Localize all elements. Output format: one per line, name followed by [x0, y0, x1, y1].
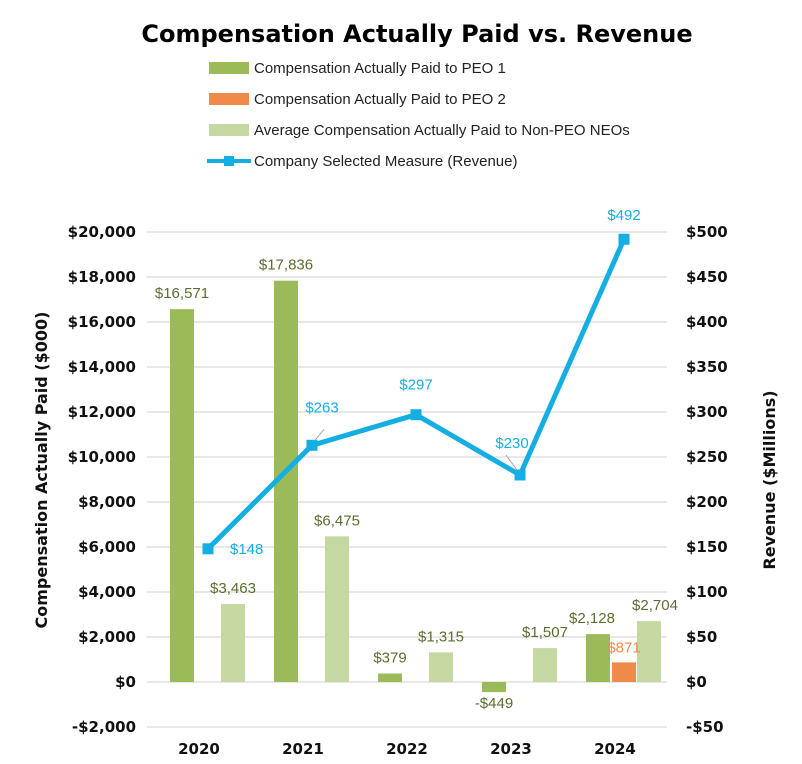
bar-peo1-2024 — [586, 634, 610, 682]
bar-nonpeo-2022 — [429, 652, 453, 682]
axes-layer: -$2,000 $0 $2,000 $4,000 $6,000 $8,000 $10,000… — [68, 223, 728, 758]
bar-peo1-2023 — [482, 682, 506, 693]
y2-tick-label: $300 — [686, 403, 728, 421]
y2-tick-label: $200 — [686, 493, 728, 511]
x-tick-label: 2020 — [178, 740, 220, 758]
bar-data-label: $2,704 — [632, 597, 678, 614]
legend-swatch-marker — [224, 156, 234, 166]
y-tick-label: $8,000 — [78, 493, 136, 511]
y2-tick-label: $100 — [686, 583, 728, 601]
y2-tick-label: $50 — [686, 628, 717, 646]
y-tick-label: $0 — [115, 673, 136, 691]
y2-tick-label: $250 — [686, 448, 728, 466]
revenue-data-label: $230 — [495, 435, 528, 452]
bars-layer — [170, 280, 661, 693]
bar-data-label: $2,128 — [569, 610, 615, 627]
legend-label: Company Selected Measure (Revenue) — [254, 153, 517, 170]
y-tick-label: $18,000 — [68, 268, 136, 286]
bar-data-label: $6,475 — [314, 512, 360, 529]
legend-swatch-peo1 — [209, 62, 249, 74]
revenue-marker — [618, 233, 630, 245]
bar-peo2-2024 — [612, 662, 636, 682]
legend: Compensation Actually Paid to PEO 1 Compe… — [207, 60, 630, 170]
bar-nonpeo-2020 — [221, 604, 245, 682]
bar-data-label: $3,463 — [210, 580, 256, 597]
label-leader-line — [314, 428, 325, 441]
revenue-marker — [306, 439, 318, 451]
y-tick-label: $4,000 — [78, 583, 136, 601]
revenue-data-label: $297 — [399, 377, 432, 394]
y-tick-label: $6,000 — [78, 538, 136, 556]
bar-data-label: $871 — [607, 639, 640, 656]
bar-data-label: $379 — [373, 649, 406, 666]
x-tick-label: 2021 — [282, 740, 324, 758]
bar-nonpeo-2021 — [325, 536, 349, 682]
data-labels-layer: $16,571 $17,836 $379 -$449 $2,128 $871 $3,463 $… — [155, 207, 678, 712]
y-tick-label: $16,000 — [68, 313, 136, 331]
bar-data-label: -$449 — [475, 695, 513, 712]
x-tick-label: 2024 — [594, 740, 636, 758]
y2-tick-label: $450 — [686, 268, 728, 286]
bar-peo1-2020 — [170, 309, 194, 682]
legend-label: Compensation Actually Paid to PEO 2 — [254, 91, 506, 108]
bar-data-label: $1,507 — [522, 624, 568, 641]
y2-tick-label: $150 — [686, 538, 728, 556]
bar-data-label: $1,315 — [418, 628, 464, 645]
y-tick-label: $10,000 — [68, 448, 136, 466]
bar-data-label: $17,836 — [259, 257, 313, 274]
legend-label: Average Compensation Actually Paid to No… — [254, 122, 630, 139]
x-tick-label: 2023 — [490, 740, 532, 758]
revenue-marker — [202, 543, 214, 555]
revenue-marker — [514, 469, 526, 481]
bar-peo1-2022 — [378, 673, 402, 682]
y2-tick-label: -$50 — [686, 718, 724, 736]
y-tick-label: $14,000 — [68, 358, 136, 376]
y2-tick-label: $500 — [686, 223, 728, 241]
revenue-data-label: $492 — [607, 207, 640, 224]
revenue-data-label: $148 — [230, 541, 263, 558]
legend-label: Compensation Actually Paid to PEO 1 — [254, 60, 506, 77]
y-tick-label: $2,000 — [78, 628, 136, 646]
revenue-marker — [410, 409, 422, 421]
y-tick-label: $20,000 — [68, 223, 136, 241]
y2-tick-label: $0 — [686, 673, 707, 691]
y-tick-label: $12,000 — [68, 403, 136, 421]
chart-title: Compensation Actually Paid vs. Revenue — [141, 20, 692, 48]
label-leader-line — [505, 454, 518, 471]
x-tick-label: 2022 — [386, 740, 428, 758]
bar-nonpeo-2024 — [637, 621, 661, 682]
bar-data-label: $16,571 — [155, 285, 209, 302]
legend-swatch-peo2 — [209, 93, 249, 105]
y2-tick-label: $350 — [686, 358, 728, 376]
revenue-line-layer — [202, 233, 630, 555]
bar-nonpeo-2023 — [533, 648, 557, 682]
y-axis-title: Compensation Actually Paid ($000) — [32, 312, 51, 629]
revenue-data-label: $263 — [305, 399, 338, 416]
y2-axis-title: Revenue ($Millions) — [760, 390, 779, 569]
legend-swatch-nonpeo — [209, 124, 249, 136]
y-tick-label: -$2,000 — [72, 718, 136, 736]
y2-tick-label: $400 — [686, 313, 728, 331]
